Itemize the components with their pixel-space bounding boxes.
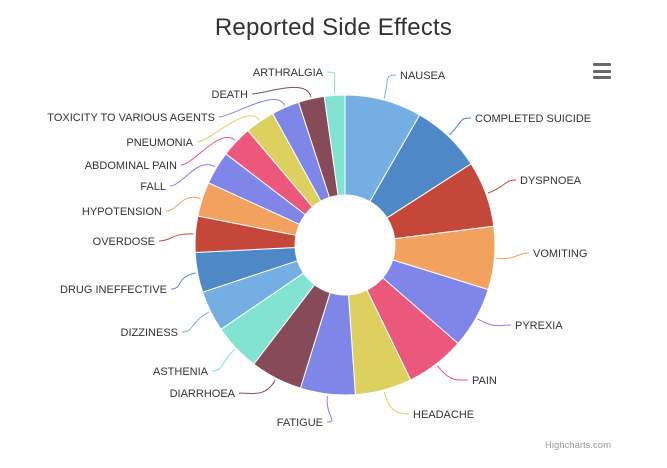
slice-label: PNEUMONIA [126,137,193,149]
hamburger-icon [593,69,611,73]
label-connector [326,395,333,423]
label-connector [211,349,235,372]
slice-label: NAUSEA [400,70,446,82]
slice-label: ARTHRALGIA [253,67,324,79]
chart-title: Reported Side Effects [214,14,453,41]
label-connector [496,252,530,260]
slice-label: OVERDOSE [93,236,155,248]
label-connector [477,318,512,327]
slice-label: ABDOMINAL PAIN [85,160,177,172]
label-connector [196,115,260,143]
label-connector [383,391,410,415]
hamburger-icon [593,76,611,79]
slice-label: DIZZINESS [121,327,178,339]
label-connector [383,74,397,99]
slice-label: VOMITING [533,248,587,260]
credits-link[interactable]: Highcharts.com [545,440,611,451]
slice-label: ASTHENIA [153,366,209,378]
label-connector [180,137,236,166]
slice-label: DIARRHOEA [170,388,236,400]
slice-label: COMPLETED SUICIDE [475,113,591,125]
label-connector [181,311,209,333]
slice-label: HYPOTENSION [82,206,162,218]
label-connector [437,365,469,381]
slice-label: DRUG INEFFECTIVE [60,284,167,296]
slice-label: PYREXIA [515,320,563,332]
label-connector [487,179,517,194]
export-menu-button[interactable] [593,62,611,80]
label-connector [218,99,286,118]
slice-label: DYSPNOEA [520,175,582,187]
slice-label: TOXICITY TO VARIOUS AGENTS [47,112,215,124]
label-connector [238,379,276,395]
pie-slice-arthralgia[interactable] [323,94,346,197]
label-connector [251,86,312,98]
label-connector [158,233,194,242]
label-connector [326,71,336,94]
slice-label: DEATH [212,89,249,101]
label-connector [449,117,472,136]
label-connector [165,196,201,212]
label-connector [170,272,196,290]
label-connector [169,164,215,187]
slice-label: HEADACHE [413,409,474,421]
slice-label: FATIGUE [277,417,323,429]
slice-label: PAIN [472,375,497,387]
slice-label: FALL [140,181,166,193]
hamburger-icon [593,63,611,66]
